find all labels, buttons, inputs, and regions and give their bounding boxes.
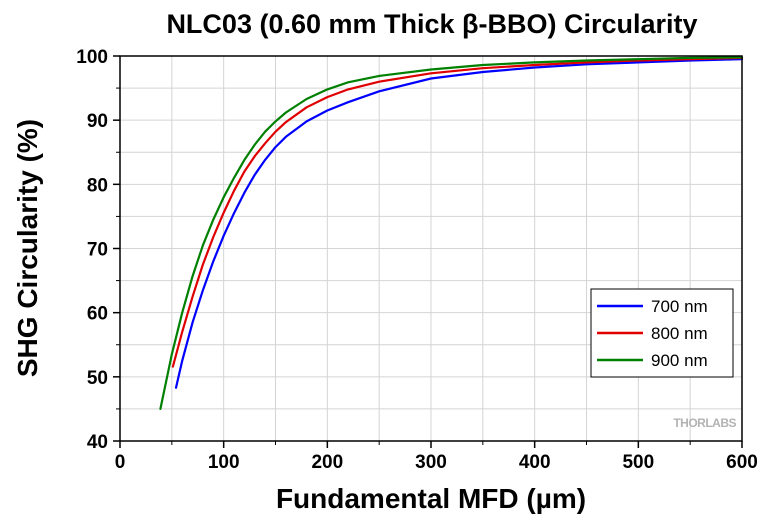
series-line [159,56,744,410]
legend-label: 900 nm [651,351,708,370]
chart-title: NLC03 (0.60 mm Thick β-BBO) Circularity [166,9,697,39]
y-tick-label: 100 [76,47,108,68]
series-line [171,56,744,368]
y-tick-label: 40 [87,432,108,453]
y-tick-label: 80 [87,175,108,196]
series-line [174,58,744,389]
legend-label: 800 nm [651,324,708,343]
x-tick-label: 0 [115,452,126,473]
ticks [113,55,743,448]
y-tick-label: 50 [87,368,108,389]
legend-label: 700 nm [651,297,708,316]
series-lines [159,56,744,410]
x-tick-label: 100 [208,452,240,473]
x-axis-label: Fundamental MFD (µm) [276,483,586,514]
thorlabs-watermark: THORLABS [673,416,736,430]
y-tick-label: 60 [87,304,108,325]
y-tick-labels: 40 50 60 70 80 90 100 [76,47,108,453]
x-tick-label: 200 [311,452,343,473]
x-tick-label: 400 [519,452,551,473]
x-tick-label: 300 [415,452,447,473]
x-tick-label: 600 [726,452,758,473]
legend: 700 nm 800 nm 900 nm [590,288,734,378]
x-tick-label: 500 [622,452,654,473]
y-tick-label: 70 [87,240,108,261]
y-tick-label: 90 [87,111,108,132]
y-axis-label: SHG Circularity (%) [12,119,43,377]
x-tick-labels: 0 100 200 300 400 500 600 [115,452,758,473]
